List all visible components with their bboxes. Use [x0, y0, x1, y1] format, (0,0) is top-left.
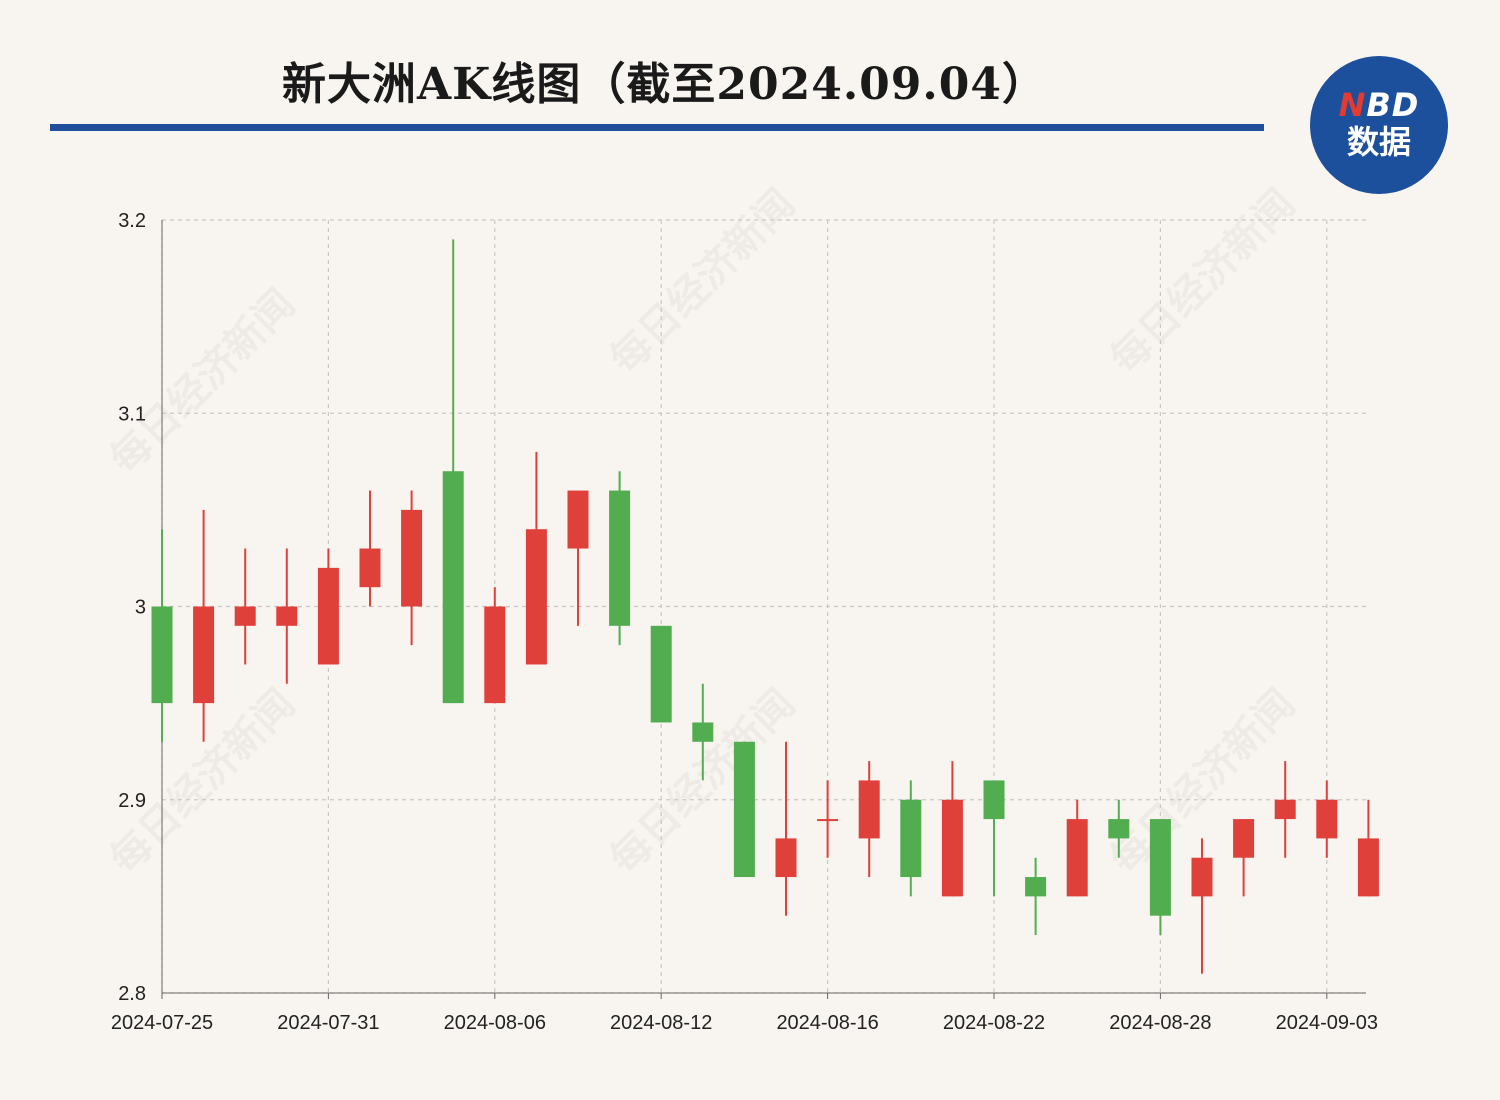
- candle-body: [1316, 799, 1338, 839]
- nbd-logo: NBD 数据: [1310, 56, 1448, 194]
- logo-bd: BD: [1366, 86, 1420, 124]
- x-tick-label: 2024-09-03: [1276, 1012, 1378, 1034]
- logo-text-bottom: 数据: [1346, 123, 1411, 161]
- candle-body: [1025, 877, 1047, 897]
- y-tick-label: 2.8: [118, 983, 146, 1005]
- y-tick-label: 3.1: [118, 403, 146, 425]
- candle-body: [858, 780, 880, 839]
- candle-body: [983, 780, 1005, 820]
- candle-body: [941, 799, 963, 897]
- candle-body: [1191, 857, 1213, 897]
- candle-body: [733, 741, 755, 878]
- candle-body: [1066, 819, 1088, 897]
- candle-body: [567, 490, 589, 549]
- x-tick-label: 2024-07-31: [277, 1012, 379, 1034]
- candle-body: [359, 548, 381, 588]
- candle-body: [1149, 819, 1171, 916]
- candle-body: [1108, 819, 1130, 839]
- x-tick-label: 2024-07-25: [111, 1012, 213, 1034]
- candle-body: [234, 606, 256, 626]
- candle-body: [193, 606, 215, 704]
- candle-body: [484, 606, 506, 704]
- y-tick-label: 3.2: [118, 210, 146, 232]
- candle-body: [525, 529, 547, 665]
- y-tick-label: 3: [135, 597, 146, 619]
- candle-body: [1274, 799, 1296, 820]
- logo-n: N: [1338, 86, 1367, 124]
- candle-body: [817, 819, 839, 822]
- chart-title: 新大洲AK线图（截至2024.09.04）: [282, 59, 1047, 110]
- x-tick-label: 2024-08-16: [776, 1012, 878, 1034]
- candle-body: [650, 625, 672, 723]
- x-tick-label: 2024-08-22: [943, 1012, 1045, 1034]
- candle-body: [317, 567, 339, 665]
- candle-body: [442, 471, 464, 704]
- title-underline: [50, 124, 1264, 131]
- candle-body: [276, 606, 298, 626]
- candle-body: [1357, 838, 1379, 897]
- x-tick-label: 2024-08-12: [610, 1012, 712, 1034]
- y-tick-label: 2.9: [118, 790, 146, 812]
- candle-body: [900, 799, 922, 878]
- candle-body: [1233, 819, 1255, 858]
- x-tick-label: 2024-08-06: [444, 1012, 546, 1034]
- candle-body: [401, 509, 423, 607]
- x-tick-label: 2024-08-28: [1109, 1012, 1211, 1034]
- candle-body: [775, 838, 797, 878]
- candle-body: [609, 490, 631, 626]
- candle-body: [692, 722, 714, 742]
- logo-text-top: NBD: [1339, 88, 1420, 122]
- candle-body: [151, 606, 173, 704]
